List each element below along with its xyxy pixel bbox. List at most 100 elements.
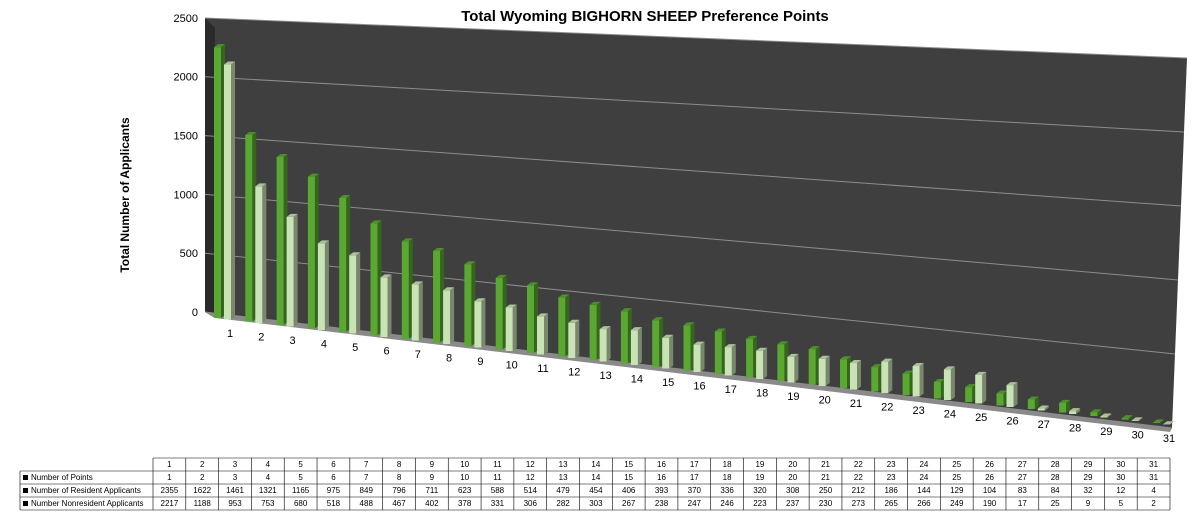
bar bbox=[756, 351, 763, 379]
bar-side bbox=[356, 252, 360, 333]
table-cell: 9 bbox=[430, 473, 435, 482]
x-tick-label: 15 bbox=[662, 377, 674, 389]
table-cell: 467 bbox=[392, 499, 406, 508]
legend-key bbox=[23, 488, 28, 493]
table-cell: 266 bbox=[917, 499, 931, 508]
legend-label: Number Nonresident Applicants bbox=[31, 499, 144, 508]
y-tick-label: 2500 bbox=[174, 13, 198, 25]
table-header: 1 bbox=[167, 460, 172, 469]
table-header: 9 bbox=[430, 460, 435, 469]
x-tick-label: 30 bbox=[1132, 429, 1144, 441]
bar-side bbox=[575, 320, 579, 358]
x-tick-label: 31 bbox=[1163, 433, 1175, 445]
table-header: 10 bbox=[460, 460, 469, 469]
table-header: 21 bbox=[821, 460, 830, 469]
bar-side bbox=[888, 359, 892, 393]
table-cell: 12 bbox=[1116, 486, 1125, 495]
x-tick-label: 8 bbox=[446, 352, 452, 364]
bar bbox=[537, 316, 544, 354]
bar-side bbox=[982, 372, 986, 404]
bar-side bbox=[513, 305, 517, 351]
table-header: 11 bbox=[493, 460, 502, 469]
table-cell: 370 bbox=[688, 486, 702, 495]
bar bbox=[934, 382, 941, 399]
legend-key bbox=[23, 475, 28, 480]
table-cell: 28 bbox=[1051, 473, 1060, 482]
x-tick-label: 28 bbox=[1069, 422, 1081, 434]
bar bbox=[381, 277, 388, 337]
bar bbox=[621, 311, 628, 363]
table-header: 16 bbox=[657, 460, 666, 469]
y-tick-label: 1000 bbox=[174, 189, 198, 201]
table-header: 27 bbox=[1018, 460, 1027, 469]
table-cell: 514 bbox=[524, 486, 538, 495]
table-cell: 26 bbox=[985, 473, 994, 482]
table-cell: 22 bbox=[854, 473, 863, 482]
x-tick-label: 2 bbox=[258, 331, 264, 343]
table-cell: 27 bbox=[1018, 473, 1027, 482]
bar-side bbox=[732, 344, 736, 375]
table-cell: 849 bbox=[360, 486, 374, 495]
x-tick-label: 16 bbox=[693, 380, 705, 392]
table-header: 14 bbox=[591, 460, 600, 469]
y-tick-label: 2000 bbox=[174, 72, 198, 84]
table-cell: 6 bbox=[331, 473, 336, 482]
x-tick-label: 1 bbox=[227, 328, 233, 340]
bar bbox=[997, 394, 1004, 406]
table-cell: 3 bbox=[233, 473, 238, 482]
bar-side bbox=[419, 281, 423, 340]
bar bbox=[308, 177, 315, 329]
table-header: 29 bbox=[1084, 460, 1093, 469]
table-cell: 8 bbox=[397, 473, 402, 482]
table-cell: 2 bbox=[200, 473, 205, 482]
table-header: 8 bbox=[397, 460, 402, 469]
table-header: 24 bbox=[919, 460, 928, 469]
table-cell: 12 bbox=[526, 473, 535, 482]
bar bbox=[809, 349, 816, 384]
bar bbox=[496, 278, 503, 350]
table-cell: 24 bbox=[919, 473, 928, 482]
bar bbox=[464, 264, 471, 346]
y-axis-label: Total Number of Applicants bbox=[118, 117, 132, 273]
table-cell: 250 bbox=[819, 486, 833, 495]
bar bbox=[684, 325, 691, 370]
table-cell: 1 bbox=[167, 473, 172, 482]
table-cell: 623 bbox=[458, 486, 472, 495]
bar bbox=[318, 243, 325, 330]
x-tick-label: 27 bbox=[1038, 419, 1050, 431]
bar bbox=[746, 339, 753, 378]
side-wall bbox=[205, 18, 215, 318]
bar-side bbox=[262, 183, 266, 323]
bar bbox=[871, 367, 878, 391]
bar-side bbox=[1014, 382, 1018, 407]
bar bbox=[255, 186, 262, 323]
table-cell: 29 bbox=[1084, 473, 1093, 482]
bar-side bbox=[857, 360, 861, 389]
table-cell: 25 bbox=[1051, 499, 1060, 508]
legend-label: Number of Resident Applicants bbox=[31, 486, 141, 495]
bar bbox=[568, 323, 575, 358]
table-cell: 84 bbox=[1051, 486, 1060, 495]
table-header: 5 bbox=[298, 460, 303, 469]
bar bbox=[590, 305, 597, 360]
table-header: 17 bbox=[690, 460, 699, 469]
bar bbox=[1028, 399, 1035, 409]
bar bbox=[840, 359, 847, 388]
bar-side bbox=[669, 335, 673, 369]
table-cell: 680 bbox=[294, 499, 308, 508]
x-tick-label: 4 bbox=[321, 338, 327, 350]
table-cell: 247 bbox=[688, 499, 702, 508]
table-cell: 282 bbox=[556, 499, 570, 508]
bar bbox=[527, 285, 534, 353]
bar bbox=[903, 374, 910, 395]
x-tick-label: 24 bbox=[944, 408, 956, 420]
table-cell: 454 bbox=[589, 486, 603, 495]
table-cell: 32 bbox=[1084, 486, 1093, 495]
bar-side bbox=[826, 356, 830, 386]
table-cell: 83 bbox=[1018, 486, 1027, 495]
bar bbox=[1122, 418, 1129, 419]
table-header: 7 bbox=[364, 460, 369, 469]
bar bbox=[725, 347, 732, 375]
bar-side bbox=[920, 363, 924, 396]
